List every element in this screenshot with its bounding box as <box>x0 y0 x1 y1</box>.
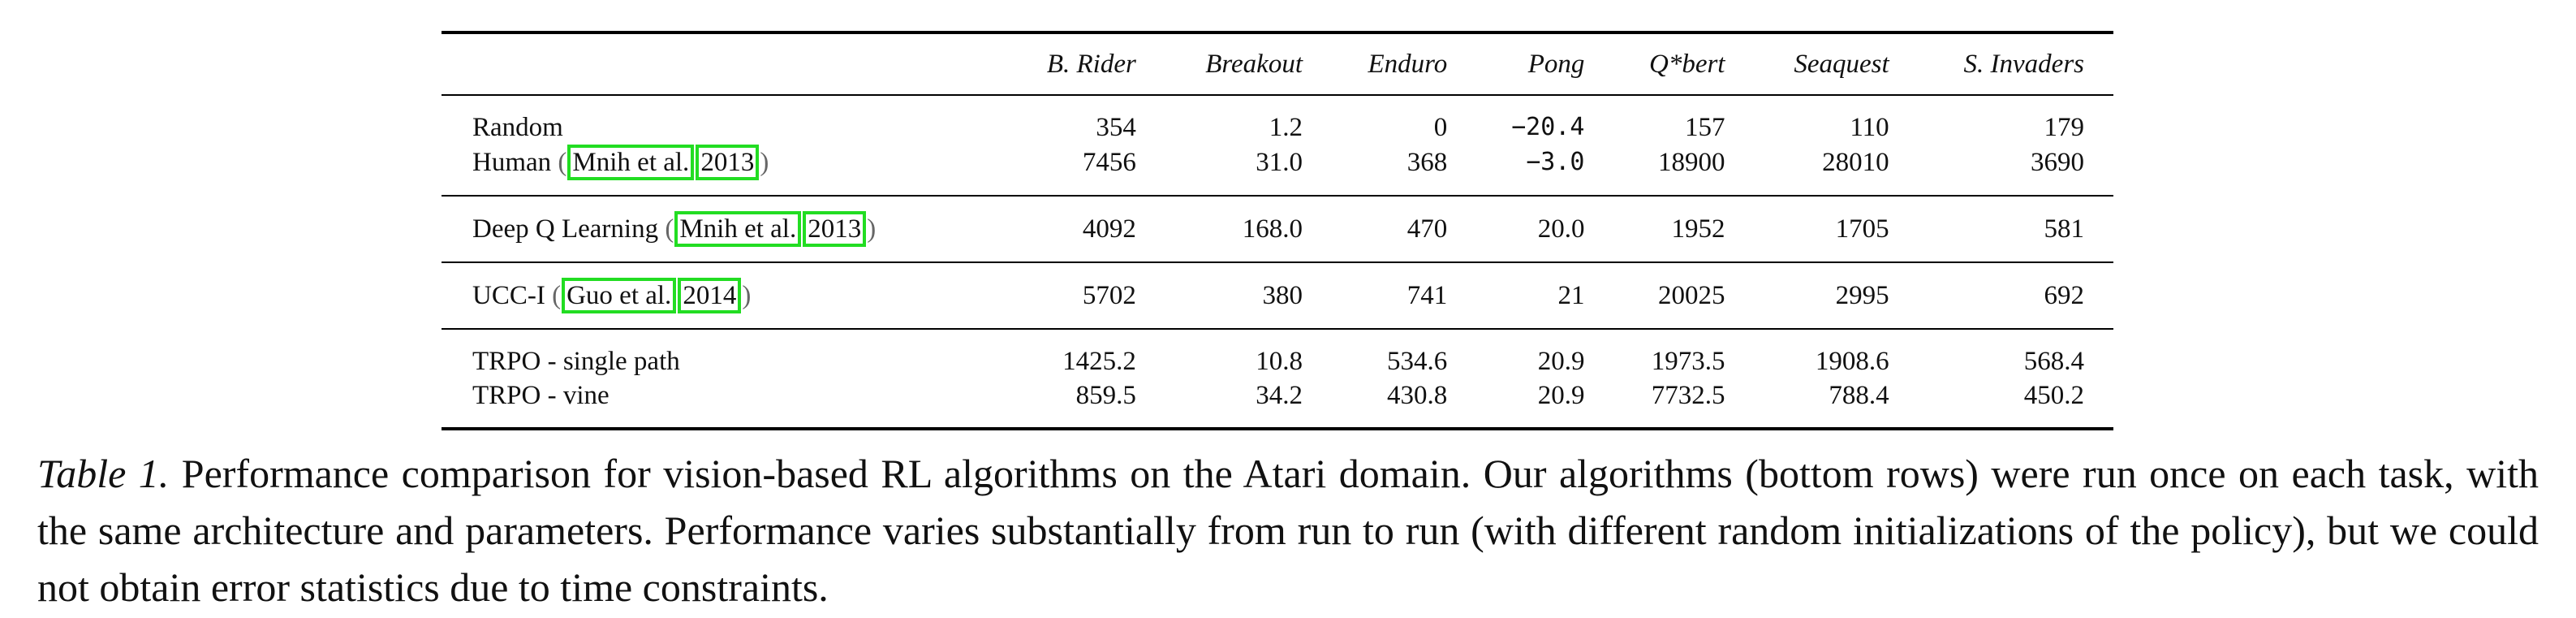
score-cell: 1908.6 <box>1754 328 1919 378</box>
score-cell: −20.4 <box>1511 113 1585 141</box>
score-cell: 859.5 <box>1008 378 1165 430</box>
citation-open-paren: ( <box>665 214 674 244</box>
citation-close-paren: ) <box>867 214 877 244</box>
score-cell: 179 <box>2044 113 2085 142</box>
score-cell: 1.2 <box>1269 113 1303 142</box>
table-row: TRPO - vine 859.5 34.2 430.8 20.9 7732.5 788.4… <box>442 378 2113 430</box>
score-cell: 34.2 <box>1165 378 1332 430</box>
score-cell: 581 <box>1918 195 2113 262</box>
table-row: UCC-I (Guo et al. 2014) 5702 380 741 21 20025 2… <box>442 261 2113 329</box>
column-header-method <box>442 31 1009 96</box>
score-cell: 450.2 <box>1918 378 2113 430</box>
score-cell: 380 <box>1165 261 1332 329</box>
column-header-7: S. Invaders <box>1918 31 2113 96</box>
table-row: Deep Q Learning (Mnih et al. 2013) 4092 168… <box>442 195 2113 262</box>
score-cell: 10.8 <box>1165 328 1332 378</box>
score-cell: 110 <box>1850 113 1889 142</box>
score-cell: 368 <box>1406 148 1448 177</box>
score-cell: 788.4 <box>1754 378 1919 430</box>
score-cell: 20.9 <box>1476 328 1614 378</box>
citation-year-link[interactable]: 2013 <box>803 211 867 247</box>
column-header-4: Pong <box>1476 31 1614 96</box>
score-cell: 534.6 <box>1332 328 1477 378</box>
score-cell: 21 <box>1476 261 1614 329</box>
table-row: Human (Mnih et al. 2013) 7456 31.0 368 −3.0 18… <box>442 145 2113 196</box>
table-header-row: B. Rider Breakout Enduro Pong Q*bert Seaquest… <box>442 31 2113 96</box>
method-name: TRPO - vine <box>472 381 610 410</box>
score-cell: 28010 <box>1822 148 1889 177</box>
score-cell: 157 <box>1684 113 1725 142</box>
citation-open-paren: ( <box>552 281 562 310</box>
table-caption: Table 1. Performance comparison for visi… <box>37 445 2539 616</box>
score-cell: 4092 <box>1008 195 1165 262</box>
results-table: B. Rider Breakout Enduro Pong Q*bert Seaquest… <box>442 31 2113 430</box>
score-cell: 470 <box>1332 195 1477 262</box>
method-name-cell: UCC-I (Guo et al. 2014) <box>442 261 1009 329</box>
score-cell: 692 <box>1918 261 2113 329</box>
column-header-1: B. Rider <box>1008 31 1165 96</box>
citation-close-paren: ) <box>760 148 769 177</box>
table-row: Random 354 1.2 0 −20.4 157 110 179 <box>442 95 2113 145</box>
column-header-6: Seaquest <box>1754 31 1919 96</box>
score-cell: 20.9 <box>1476 378 1614 430</box>
method-name: Human <box>472 148 552 177</box>
score-cell: 1425.2 <box>1008 328 1165 378</box>
citation-year-link[interactable]: 2013 <box>696 145 760 180</box>
score-cell: 168.0 <box>1165 195 1332 262</box>
score-cell: −3.0 <box>1526 148 1585 176</box>
score-cell: 568.4 <box>1918 328 2113 378</box>
score-cell: 7732.5 <box>1613 378 1755 430</box>
score-cell: 3690 <box>2031 148 2084 177</box>
method-name-cell: TRPO - vine <box>442 378 1009 430</box>
score-cell: 20.0 <box>1476 195 1614 262</box>
method-name: UCC-I <box>472 281 545 310</box>
citation-author-link[interactable]: Guo et al. <box>562 278 677 313</box>
method-name-cell: Deep Q Learning (Mnih et al. 2013) <box>442 195 1009 262</box>
table-body: Random 354 1.2 0 −20.4 157 110 179 Human (Mnih e… <box>442 95 2113 430</box>
score-cell: 741 <box>1332 261 1477 329</box>
score-cell: 354 <box>1096 113 1136 142</box>
score-cell: 1973.5 <box>1613 328 1755 378</box>
method-name: Random <box>472 113 563 142</box>
method-name-cell: TRPO - single path <box>442 328 1009 378</box>
method-name-cell: Random <box>442 95 1009 145</box>
caption-text: Performance comparison for vision-based … <box>37 451 2539 610</box>
citation-close-paren: ) <box>742 281 752 310</box>
score-cell: 7456 <box>1082 148 1136 177</box>
column-header-3: Enduro <box>1332 31 1477 96</box>
citation-open-paren: ( <box>558 148 567 177</box>
score-cell: 31.0 <box>1256 148 1303 177</box>
score-cell: 0 <box>1433 113 1448 142</box>
score-cell: 5702 <box>1008 261 1165 329</box>
score-cell: 20025 <box>1613 261 1755 329</box>
score-cell: 430.8 <box>1332 378 1477 430</box>
caption-label: Table 1. <box>37 451 170 496</box>
column-header-5: Q*bert <box>1613 31 1755 96</box>
method-name: Deep Q Learning <box>472 214 659 244</box>
score-cell: 1705 <box>1754 195 1919 262</box>
column-header-2: Breakout <box>1165 31 1332 96</box>
method-name: TRPO - single path <box>472 347 680 376</box>
score-cell: 1952 <box>1613 195 1755 262</box>
score-cell: 2995 <box>1754 261 1919 329</box>
citation-author-link[interactable]: Mnih et al. <box>674 211 802 247</box>
method-name-cell: Human (Mnih et al. 2013) <box>442 145 1009 196</box>
citation-author-link[interactable]: Mnih et al. <box>567 145 695 180</box>
table-row: TRPO - single path 1425.2 10.8 534.6 20.9 197… <box>442 328 2113 378</box>
citation-year-link[interactable]: 2014 <box>678 278 742 313</box>
score-cell: 18900 <box>1657 148 1725 177</box>
